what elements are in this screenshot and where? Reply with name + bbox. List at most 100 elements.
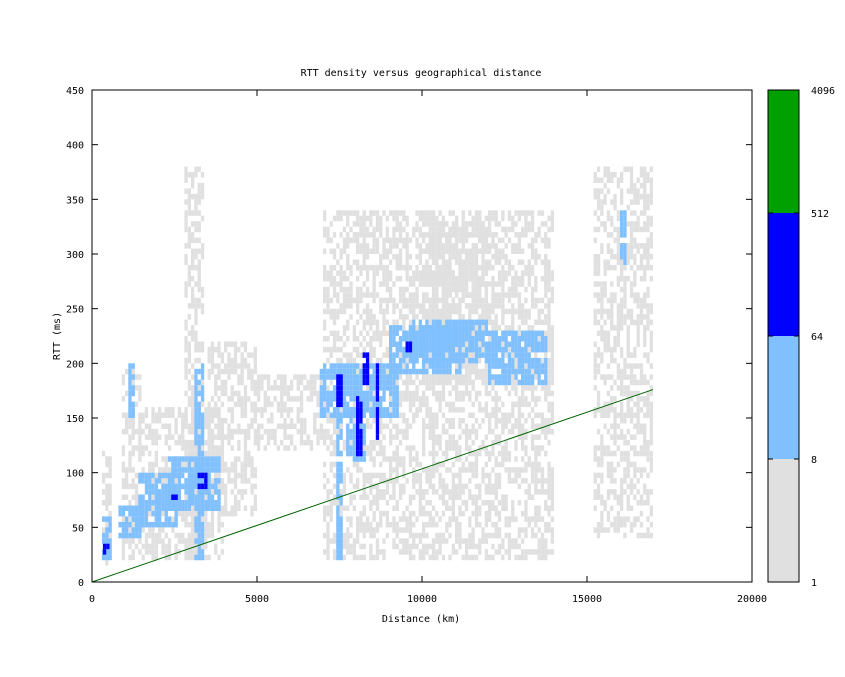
heatmap-cell bbox=[603, 226, 607, 233]
heatmap-cell bbox=[402, 286, 406, 293]
heatmap-cell bbox=[629, 396, 634, 402]
heatmap-cell bbox=[398, 527, 403, 533]
heatmap-cell bbox=[484, 401, 488, 408]
heatmap-cell bbox=[134, 385, 139, 391]
heatmap-cell bbox=[517, 543, 521, 550]
heatmap-cell bbox=[596, 445, 601, 451]
heatmap-cell bbox=[540, 467, 545, 473]
heatmap-cell bbox=[451, 445, 455, 451]
heatmap-cell bbox=[643, 532, 647, 539]
heatmap-cell bbox=[398, 264, 403, 271]
heatmap-cell bbox=[260, 379, 264, 386]
heatmap-cell bbox=[468, 543, 472, 550]
heatmap-cell bbox=[445, 308, 449, 315]
heatmap-cell bbox=[616, 368, 620, 375]
heatmap-cell bbox=[385, 516, 389, 522]
heatmap-cell bbox=[359, 510, 363, 517]
heatmap-cell bbox=[550, 418, 554, 424]
heatmap-cell bbox=[296, 412, 300, 418]
heatmap-cell bbox=[468, 363, 472, 369]
heatmap-cell bbox=[161, 489, 165, 495]
heatmap-cell bbox=[332, 500, 337, 506]
heatmap-cell bbox=[481, 346, 485, 353]
heatmap-cell bbox=[359, 330, 363, 336]
heatmap-cell bbox=[240, 396, 244, 402]
heatmap-cell bbox=[332, 292, 337, 298]
heatmap-cell bbox=[643, 270, 647, 276]
heatmap-cell bbox=[629, 489, 634, 495]
heatmap-cell bbox=[148, 483, 152, 490]
heatmap-cell bbox=[379, 308, 383, 315]
heatmap-cell bbox=[154, 543, 158, 550]
heatmap-cell bbox=[128, 379, 132, 386]
heatmap-cell bbox=[326, 292, 330, 298]
heatmap-cell bbox=[620, 286, 624, 293]
heatmap-cell bbox=[474, 325, 479, 331]
heatmap-cell bbox=[214, 483, 218, 490]
heatmap-cell bbox=[501, 341, 505, 347]
heatmap-cell bbox=[171, 500, 175, 506]
heatmap-cell bbox=[623, 297, 627, 304]
heatmap-cell bbox=[428, 237, 432, 244]
heatmap-cell bbox=[458, 505, 462, 511]
heatmap-cell bbox=[600, 412, 604, 418]
heatmap-cell bbox=[626, 325, 630, 331]
heatmap-cell bbox=[191, 172, 195, 178]
heatmap-cell bbox=[461, 418, 465, 424]
heatmap-cell bbox=[395, 423, 399, 429]
heatmap-cell bbox=[524, 297, 528, 304]
heatmap-cell bbox=[488, 390, 492, 397]
heatmap-cell bbox=[148, 423, 152, 429]
heatmap-cell bbox=[184, 412, 188, 418]
heatmap-cell bbox=[224, 461, 228, 468]
heatmap-cell bbox=[504, 505, 508, 511]
heatmap-cell bbox=[537, 538, 541, 544]
heatmap-cell bbox=[398, 308, 403, 315]
heatmap-cell bbox=[616, 182, 620, 189]
heatmap-cell bbox=[491, 325, 495, 331]
heatmap-cell bbox=[639, 275, 644, 282]
heatmap-cell bbox=[286, 390, 290, 397]
heatmap-cell bbox=[501, 275, 505, 282]
heatmap-cell bbox=[395, 319, 399, 326]
heatmap-cell bbox=[458, 379, 462, 386]
heatmap-cell bbox=[530, 516, 535, 522]
heatmap-cell bbox=[606, 374, 611, 380]
heatmap-cell bbox=[649, 166, 653, 172]
heatmap-cell bbox=[603, 319, 607, 326]
heatmap-cell bbox=[441, 232, 446, 238]
heatmap-cell bbox=[451, 286, 455, 293]
heatmap-cell bbox=[468, 303, 472, 309]
heatmap-cell bbox=[527, 325, 531, 331]
heatmap-cell bbox=[428, 314, 432, 320]
heatmap-cell bbox=[349, 237, 353, 244]
heatmap-cell bbox=[382, 510, 386, 517]
heatmap-cell bbox=[187, 264, 191, 271]
heatmap-cell bbox=[461, 346, 465, 353]
heatmap-cell bbox=[402, 264, 406, 271]
heatmap-cell bbox=[464, 270, 469, 276]
heatmap-cell bbox=[478, 368, 482, 375]
heatmap-cell bbox=[365, 330, 370, 336]
heatmap-cell bbox=[445, 505, 449, 511]
heatmap-cell bbox=[511, 275, 515, 282]
heatmap-cell bbox=[435, 226, 439, 233]
heatmap-cell bbox=[220, 352, 224, 358]
heatmap-cell bbox=[161, 538, 165, 544]
heatmap-cell bbox=[329, 248, 333, 254]
heatmap-cell bbox=[151, 494, 155, 500]
heatmap-cell bbox=[603, 445, 607, 451]
heatmap-cell bbox=[197, 210, 201, 216]
heatmap-cell bbox=[484, 434, 488, 440]
heatmap-cell bbox=[141, 505, 145, 511]
heatmap-cell bbox=[270, 412, 274, 418]
heatmap-cell bbox=[550, 527, 554, 533]
heatmap-cell bbox=[230, 396, 234, 402]
heatmap-cell bbox=[527, 412, 531, 418]
heatmap-cell bbox=[524, 505, 528, 511]
heatmap-cell bbox=[191, 177, 195, 183]
heatmap-cell bbox=[382, 325, 386, 331]
heatmap-cell bbox=[187, 357, 191, 364]
heatmap-cell bbox=[596, 270, 601, 276]
heatmap-cell bbox=[550, 467, 554, 473]
